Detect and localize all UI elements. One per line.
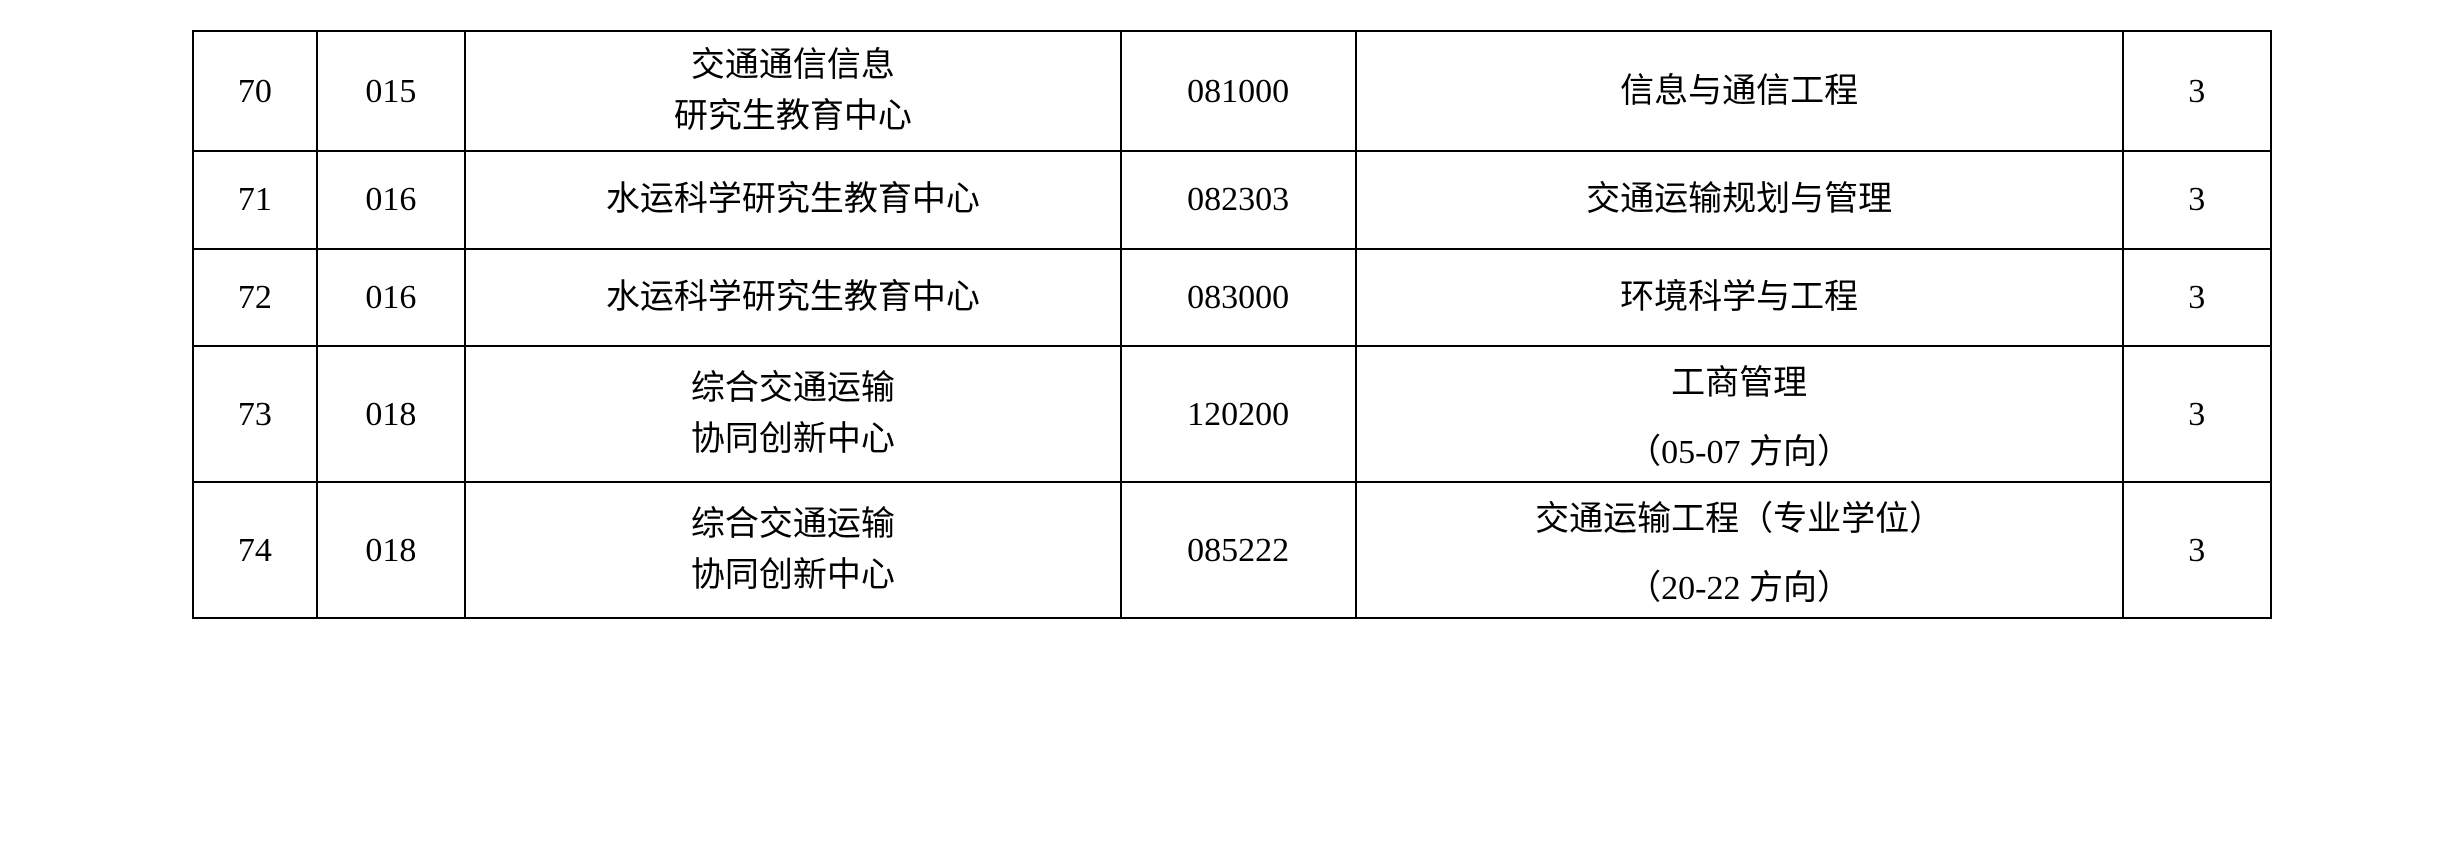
- major-line1: 工商管理: [1361, 355, 2118, 404]
- cell-count: 3: [2123, 249, 2271, 347]
- center-line1: 综合交通运输: [691, 506, 895, 543]
- table-row: 74 018 综合交通运输 协同创新中心 085222 交通运输工程（专业学位）…: [193, 482, 2271, 618]
- table-body: 70 015 交通通信信息 研究生教育中心 081000 信息与通信工程 3 7…: [193, 31, 2271, 618]
- cell-index: 70: [193, 31, 317, 151]
- cell-index: 73: [193, 346, 317, 482]
- table-container: 70 015 交通通信信息 研究生教育中心 081000 信息与通信工程 3 7…: [192, 30, 2272, 619]
- cell-code: 018: [317, 346, 465, 482]
- cell-count: 3: [2123, 151, 2271, 249]
- cell-index: 72: [193, 249, 317, 347]
- cell-major-name: 工商管理 （05-07 方向）: [1356, 346, 2123, 482]
- table-row: 73 018 综合交通运输 协同创新中心 120200 工商管理 （05-07 …: [193, 346, 2271, 482]
- cell-major-code: 081000: [1121, 31, 1356, 151]
- center-line2: 协同创新中心: [691, 557, 895, 594]
- cell-major-name: 交通运输规划与管理: [1356, 151, 2123, 249]
- cell-code: 018: [317, 482, 465, 618]
- center-line1: 综合交通运输: [691, 370, 895, 407]
- cell-major-code: 120200: [1121, 346, 1356, 482]
- cell-major-name: 信息与通信工程: [1356, 31, 2123, 151]
- cell-code: 016: [317, 151, 465, 249]
- center-line1: 交通通信信息: [691, 47, 895, 84]
- cell-center: 水运科学研究生教育中心: [465, 249, 1121, 347]
- cell-code: 015: [317, 31, 465, 151]
- cell-center: 交通通信信息 研究生教育中心: [465, 31, 1121, 151]
- cell-major-name: 交通运输工程（专业学位） （20-22 方向）: [1356, 482, 2123, 618]
- cell-major-code: 083000: [1121, 249, 1356, 347]
- cell-center: 水运科学研究生教育中心: [465, 151, 1121, 249]
- major-line2: （20-22 方向）: [1361, 560, 2118, 609]
- major-line2: （05-07 方向）: [1361, 424, 2118, 473]
- table-row: 72 016 水运科学研究生教育中心 083000 环境科学与工程 3: [193, 249, 2271, 347]
- cell-count: 3: [2123, 346, 2271, 482]
- table-row: 71 016 水运科学研究生教育中心 082303 交通运输规划与管理 3: [193, 151, 2271, 249]
- cell-index: 71: [193, 151, 317, 249]
- table-row: 70 015 交通通信信息 研究生教育中心 081000 信息与通信工程 3: [193, 31, 2271, 151]
- cell-code: 016: [317, 249, 465, 347]
- cell-count: 3: [2123, 482, 2271, 618]
- center-line2: 研究生教育中心: [674, 98, 912, 135]
- data-table: 70 015 交通通信信息 研究生教育中心 081000 信息与通信工程 3 7…: [192, 30, 2272, 619]
- cell-major-name: 环境科学与工程: [1356, 249, 2123, 347]
- cell-center: 综合交通运输 协同创新中心: [465, 346, 1121, 482]
- cell-center: 综合交通运输 协同创新中心: [465, 482, 1121, 618]
- major-line1: 交通运输工程（专业学位）: [1361, 491, 2118, 540]
- cell-count: 3: [2123, 31, 2271, 151]
- cell-major-code: 085222: [1121, 482, 1356, 618]
- cell-major-code: 082303: [1121, 151, 1356, 249]
- center-line2: 协同创新中心: [691, 421, 895, 458]
- cell-index: 74: [193, 482, 317, 618]
